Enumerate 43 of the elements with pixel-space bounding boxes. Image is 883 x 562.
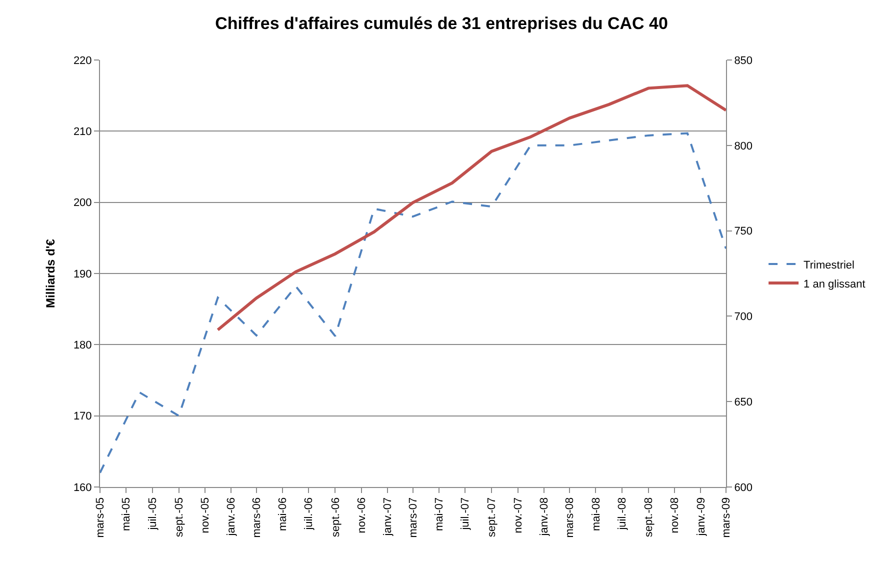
x-tick-label: mars-08 bbox=[564, 497, 576, 538]
x-tick-label: sept.-07 bbox=[486, 497, 498, 538]
legend-label: 1 an glissant bbox=[804, 278, 866, 290]
x-tick-label: sept.-05 bbox=[173, 497, 186, 538]
x-tick-label: mai-07 bbox=[433, 497, 446, 532]
y2-tick-label: 750 bbox=[734, 226, 753, 238]
x-tick-label: mai-06 bbox=[277, 497, 290, 532]
x-tick-label: nov.-05 bbox=[200, 497, 212, 534]
y-tick-label: 220 bbox=[73, 54, 92, 67]
y2-tick-label: 700 bbox=[734, 311, 753, 324]
x-tick-label: juil.-05 bbox=[146, 497, 159, 531]
x-tick-label: mai-05 bbox=[120, 497, 133, 532]
chart-title: Chiffres d'affaires cumulés de 31 entreprises du CAC 40 bbox=[215, 14, 668, 33]
x-tick-label: juil.-06 bbox=[303, 497, 316, 531]
x-tick-label: sept.-08 bbox=[643, 497, 656, 538]
y-axis-title: Milliards d'€ bbox=[44, 238, 58, 308]
x-tick-label: juil.-07 bbox=[460, 497, 472, 531]
y-tick-label: 210 bbox=[73, 126, 92, 138]
y2-tick-label: 850 bbox=[734, 54, 753, 67]
y-tick-label: 200 bbox=[73, 197, 92, 210]
y-tick-label: 180 bbox=[73, 340, 92, 352]
x-tick-label: mai-08 bbox=[590, 497, 602, 532]
x-tick-label: juil.-08 bbox=[616, 497, 628, 531]
x-tick-label: mars-09 bbox=[720, 497, 733, 538]
x-tick-label: janv.-09 bbox=[695, 497, 708, 537]
y2-tick-label: 600 bbox=[734, 482, 753, 494]
y2-tick-label: 650 bbox=[734, 396, 753, 408]
x-tick-label: nov.-06 bbox=[356, 497, 368, 534]
x-tick-label: mars-05 bbox=[94, 497, 107, 538]
x-tick-label: janv.-07 bbox=[382, 497, 394, 537]
x-tick-label: nov.-07 bbox=[512, 497, 524, 534]
x-tick-label: nov.-08 bbox=[669, 497, 682, 534]
x-tick-label: mars-07 bbox=[407, 497, 420, 538]
line-series bbox=[216, 84, 726, 332]
x-tick-label: mars-06 bbox=[250, 497, 263, 538]
x-tick-label: janv.-08 bbox=[538, 497, 550, 537]
y-tick-label: 170 bbox=[73, 410, 92, 423]
legend-label: Trimestriel bbox=[804, 259, 854, 272]
y2-tick-label: 800 bbox=[734, 140, 753, 152]
y-tick-label: 190 bbox=[73, 268, 92, 280]
y-tick-label: 160 bbox=[73, 482, 92, 494]
x-tick-label: janv.-06 bbox=[226, 497, 238, 537]
x-tick-label: sept.-06 bbox=[330, 497, 342, 538]
